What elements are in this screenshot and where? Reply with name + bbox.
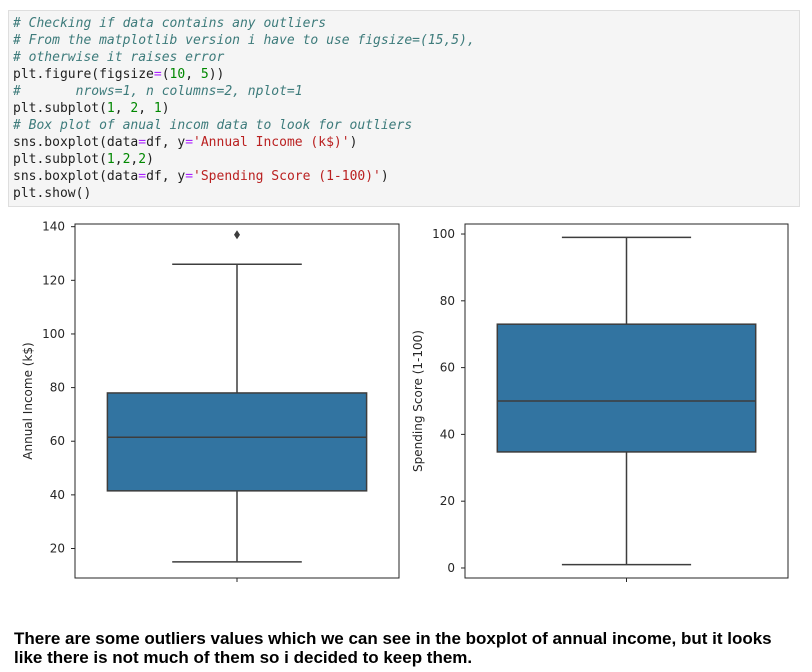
- y-tick-label: 60: [50, 434, 65, 448]
- code-token: plt.show(): [13, 186, 92, 201]
- code-cell[interactable]: # Checking if data contains any outliers…: [8, 10, 800, 207]
- code-line: # From the matplotlib version i have to …: [13, 32, 799, 49]
- code-token: =: [153, 67, 162, 82]
- code-token: ): [161, 101, 170, 116]
- code-token: (: [161, 67, 170, 82]
- code-token: sns.boxplot(data: [13, 169, 139, 184]
- code-token: 'Annual Income (k$)': [193, 135, 350, 150]
- code-token: plt.subplot(: [13, 101, 107, 116]
- code-token: # Checking if data contains any outliers: [13, 16, 327, 31]
- y-tick-label: 20: [440, 494, 455, 508]
- code-line: plt.subplot(1,2,2): [13, 151, 799, 168]
- code-token: plt.figure(figsize: [13, 67, 154, 82]
- code-line: # Box plot of anual incom data to look f…: [13, 117, 799, 134]
- code-token: ): [380, 169, 389, 184]
- code-token: 'Spending Score (1-100)': [193, 169, 381, 184]
- code-token: 2: [130, 101, 139, 116]
- y-tick-label: 100: [432, 227, 455, 241]
- y-tick-label: 40: [50, 488, 65, 502]
- code-token: 2: [138, 152, 147, 167]
- code-token: =: [185, 169, 194, 184]
- code-line: # nrows=1, n columns=2, nplot=1: [13, 83, 799, 100]
- code-token: df, y: [146, 135, 186, 150]
- code-token: # otherwise it raises error: [13, 50, 225, 65]
- code-token: 10: [169, 67, 186, 82]
- y-tick-label: 80: [440, 294, 455, 308]
- code-token: 5: [200, 67, 209, 82]
- code-token: 2: [122, 152, 131, 167]
- boxplot-panel-2: 0 20 40 60 80 100 Spending Score (1-100): [411, 223, 789, 582]
- code-token: # From the matplotlib version i have to …: [13, 33, 475, 48]
- y-axis-label: Spending Score (1-100): [411, 330, 425, 472]
- code-token: 1: [106, 101, 115, 116]
- code-line: plt.show(): [13, 185, 799, 202]
- y-tick-label: 60: [440, 361, 455, 375]
- code-token: ,: [185, 67, 201, 82]
- code-token: ,: [130, 152, 139, 167]
- code-token: )): [208, 67, 225, 82]
- y-tick-label: 40: [440, 427, 455, 441]
- iqr-box: [496, 323, 757, 453]
- code-line: # Checking if data contains any outliers: [13, 15, 799, 32]
- y-axis-label: Annual Income (k$): [21, 342, 35, 459]
- code-token: ,: [114, 101, 131, 116]
- code-line: # otherwise it raises error: [13, 49, 799, 66]
- code-token: # Box plot of anual incom data to look f…: [13, 118, 413, 133]
- code-line: sns.boxplot(data=df, y='Annual Income (k…: [13, 134, 799, 151]
- code-token: plt.subplot(: [13, 152, 107, 167]
- code-token: sns.boxplot(data: [13, 135, 139, 150]
- boxplot-figure: 20 40 60 80 100 120 140 Annual Income (k$) 0 20 40…: [21, 220, 789, 582]
- code-token: =: [185, 135, 194, 150]
- code-token: 1: [153, 101, 162, 116]
- code-token: 1: [106, 152, 115, 167]
- code-token: # nrows=1, n columns=2, nplot=1: [13, 84, 303, 99]
- code-token: df, y: [146, 169, 186, 184]
- code-line: plt.subplot(1, 2, 1): [13, 100, 799, 117]
- code-line: sns.boxplot(data=df, y='Spending Score (…: [13, 168, 799, 185]
- outlier-point: [234, 230, 240, 240]
- iqr-box: [106, 392, 368, 492]
- code-token: ): [146, 152, 154, 167]
- code-line: plt.figure(figsize=(10, 5)): [13, 66, 799, 83]
- y-tick-label: 20: [50, 542, 65, 556]
- y-tick-label: 0: [447, 561, 455, 575]
- code-token: =: [138, 135, 147, 150]
- boxplot-panel-1: 20 40 60 80 100 120 140 Annual Income (k$): [21, 220, 400, 582]
- markdown-note: There are some outliers values which we …: [14, 629, 772, 667]
- code-token: ): [349, 135, 358, 150]
- code-token: ,: [138, 101, 154, 116]
- code-token: =: [138, 169, 147, 184]
- y-tick-label: 140: [42, 220, 65, 234]
- y-tick-label: 80: [50, 381, 65, 395]
- plot-output: 20 40 60 80 100 120 140 Annual Income (k$) 0 20 40…: [0, 213, 812, 593]
- y-tick-label: 100: [42, 327, 65, 341]
- y-tick-label: 120: [42, 273, 65, 287]
- code-token: ,: [114, 152, 123, 167]
